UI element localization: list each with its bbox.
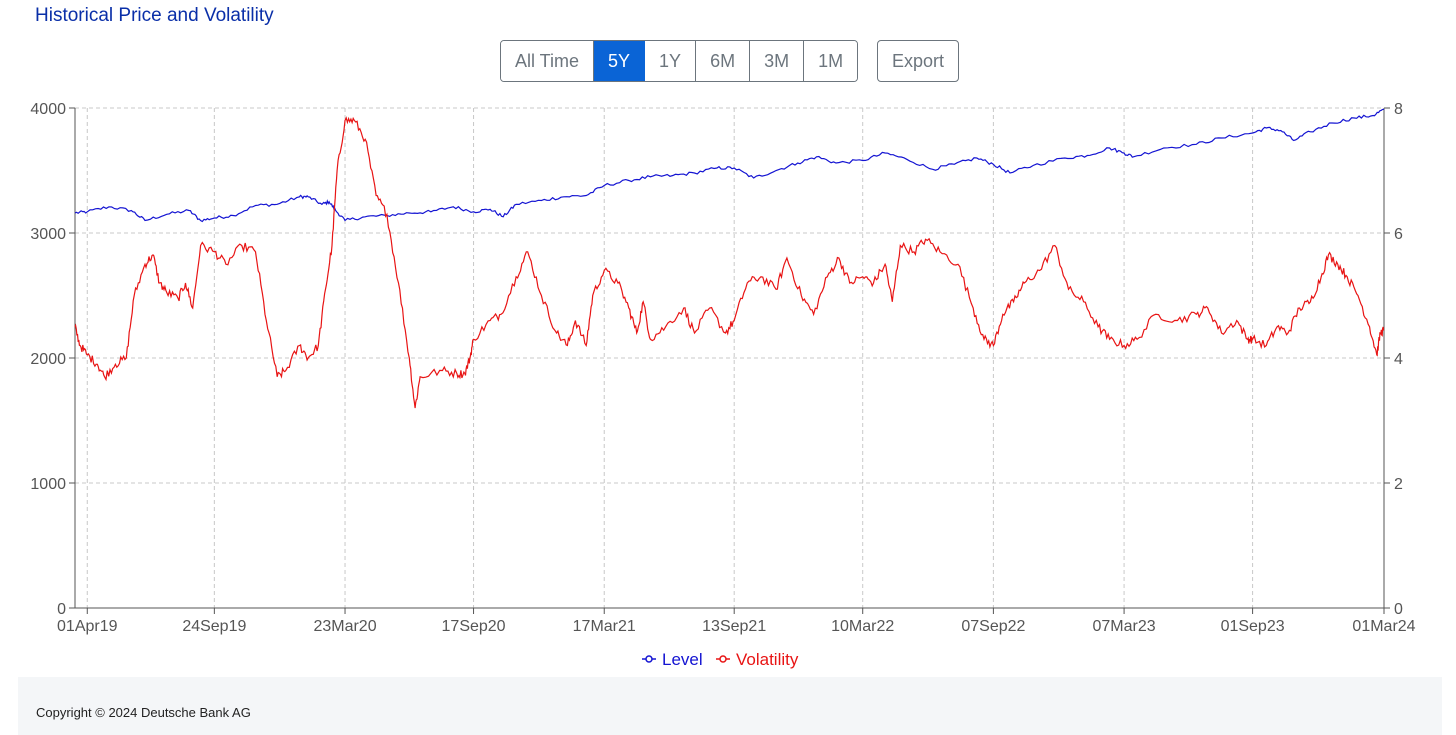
copyright-text: Copyright © 2024 Deutsche Bank AG bbox=[36, 705, 251, 720]
legend-label: Volatility bbox=[736, 650, 799, 669]
right-tick-label: 2 bbox=[1394, 476, 1403, 493]
range-1y-button[interactable]: 1Y bbox=[645, 41, 697, 81]
chart-legend: Level Volatility bbox=[642, 650, 799, 669]
legend-marker-icon bbox=[719, 655, 727, 663]
x-tick-label: 07Mar23 bbox=[1092, 618, 1155, 635]
volatility-legend-item[interactable]: Volatility bbox=[716, 650, 799, 669]
range-all-time-button[interactable]: All Time bbox=[501, 41, 595, 81]
x-tick-label: 24Sep19 bbox=[182, 618, 246, 635]
legend-label: Level bbox=[662, 650, 703, 669]
x-tick-label: 13Sep21 bbox=[702, 618, 766, 635]
left-tick-label: 3000 bbox=[30, 226, 66, 243]
left-tick-label: 0 bbox=[57, 601, 66, 618]
left-axis-ticks: 0 1000 2000 3000 4000 bbox=[30, 101, 75, 618]
page-footer: Copyright © 2024 Deutsche Bank AG bbox=[18, 677, 1442, 735]
price-volatility-chart: 0 1000 2000 3000 4000 0 2 4 6 8 01Apr19 24Sep19 23… bbox=[30, 101, 1416, 669]
range-3m-button[interactable]: 3M bbox=[750, 41, 805, 81]
right-tick-label: 4 bbox=[1394, 351, 1403, 368]
chart-title: Historical Price and Volatility bbox=[35, 5, 274, 26]
right-tick-label: 6 bbox=[1394, 226, 1403, 243]
left-tick-label: 4000 bbox=[30, 101, 66, 118]
right-tick-label: 8 bbox=[1394, 101, 1403, 118]
x-tick-label: 07Sep22 bbox=[961, 618, 1025, 635]
x-tick-label: 17Sep20 bbox=[442, 618, 506, 635]
chart-series bbox=[74, 108, 1385, 409]
volatility-series-line bbox=[74, 116, 1385, 409]
x-tick-label: 01Mar24 bbox=[1352, 618, 1415, 635]
level-series-line bbox=[74, 108, 1385, 223]
x-tick-label: 01Apr19 bbox=[57, 618, 118, 635]
x-tick-label: 10Mar22 bbox=[831, 618, 894, 635]
range-6m-button[interactable]: 6M bbox=[696, 41, 751, 81]
export-button[interactable]: Export bbox=[877, 40, 960, 82]
left-tick-label: 2000 bbox=[30, 351, 66, 368]
range-1m-button[interactable]: 1M bbox=[804, 41, 858, 81]
chart-grid bbox=[75, 107, 1385, 609]
level-legend-item[interactable]: Level bbox=[642, 650, 703, 669]
range-button-group: All Time 5Y 1Y 6M 3M 1M bbox=[500, 40, 859, 82]
x-tick-label: 23Mar20 bbox=[313, 618, 376, 635]
right-tick-label: 0 bbox=[1394, 601, 1403, 618]
right-axis-ticks: 0 2 4 6 8 bbox=[1384, 101, 1403, 618]
x-tick-label: 17Mar21 bbox=[573, 618, 636, 635]
x-axis-ticks: 01Apr19 24Sep19 23Mar20 17Sep20 17Mar21 13Sep… bbox=[57, 608, 1416, 635]
legend-marker-icon bbox=[645, 655, 653, 663]
x-tick-label: 01Sep23 bbox=[1221, 618, 1285, 635]
range-5y-button[interactable]: 5Y bbox=[594, 41, 646, 81]
left-tick-label: 1000 bbox=[30, 476, 66, 493]
